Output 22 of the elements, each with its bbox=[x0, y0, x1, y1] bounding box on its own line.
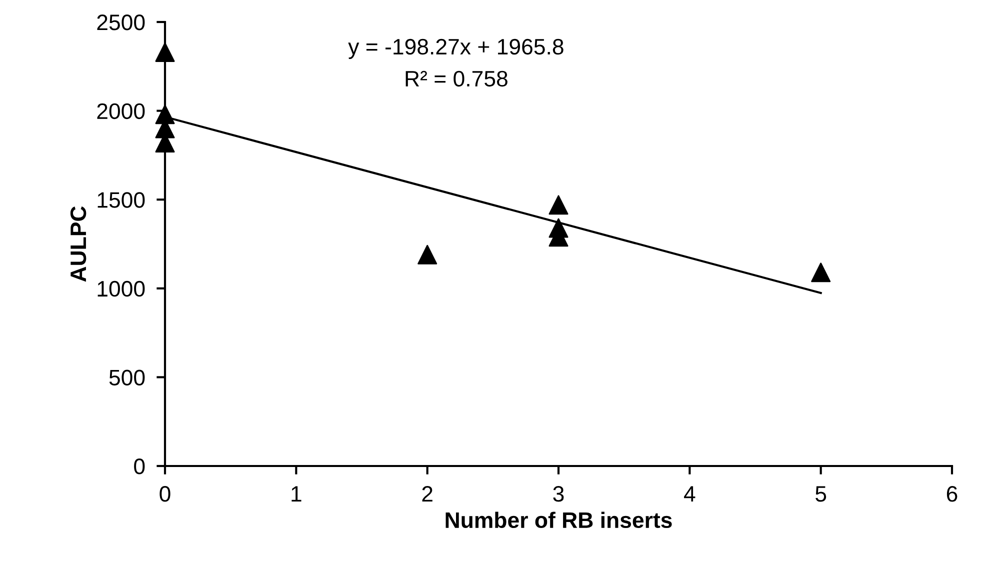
x-tick-label: 0 bbox=[160, 486, 170, 502]
point bbox=[811, 262, 831, 282]
x-axis-title: Number of RB inserts bbox=[446, 512, 672, 528]
x-tick-label: 5 bbox=[816, 486, 826, 502]
y-tick-label: 0 bbox=[134, 458, 145, 474]
annotation: y = -198.27x + 1965.8 bbox=[348, 38, 564, 59]
y-axis-title: AULPC bbox=[70, 206, 86, 282]
x-tick-label: 6 bbox=[946, 486, 958, 502]
y-tick-label: 1000 bbox=[98, 280, 145, 297]
y-tick-label: 2500 bbox=[97, 14, 145, 30]
annotation: R² = 0.758 bbox=[406, 70, 508, 87]
point bbox=[155, 42, 175, 62]
point bbox=[155, 104, 175, 124]
y-tick-label: 500 bbox=[109, 370, 145, 386]
x-tick-label: 2 bbox=[422, 486, 432, 502]
point bbox=[418, 244, 438, 264]
x-tick-label: 3 bbox=[553, 486, 564, 502]
x-tick-label: 1 bbox=[292, 486, 302, 502]
y-tick-label: 2000 bbox=[97, 103, 145, 120]
y-tick-label: 1500 bbox=[98, 192, 145, 208]
point bbox=[548, 195, 568, 215]
x-tick-label: 4 bbox=[684, 486, 696, 502]
